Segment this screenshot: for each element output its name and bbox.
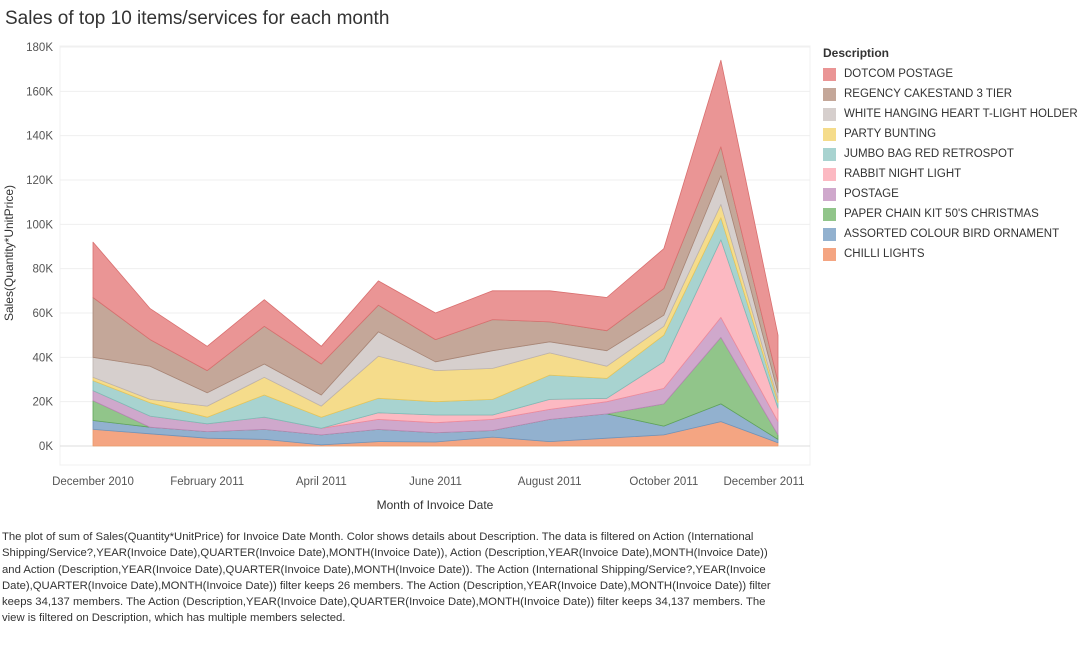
legend-item[interactable]: RABBIT NIGHT LIGHT bbox=[823, 164, 1081, 184]
y-tick-label: 40K bbox=[33, 352, 54, 364]
y-tick-label: 20K bbox=[33, 397, 54, 409]
y-tick-label: 0K bbox=[39, 441, 53, 453]
x-tick-label: December 2011 bbox=[724, 476, 805, 488]
legend: Description DOTCOM POSTAGE REGENCY CAKEST… bbox=[823, 46, 1081, 264]
chart-title: Sales of top 10 items/services for each … bbox=[5, 8, 390, 29]
x-tick-label: February 2011 bbox=[170, 476, 244, 488]
stacked-areas bbox=[92, 59, 779, 447]
legend-title: Description bbox=[823, 46, 890, 60]
y-tick-label: 100K bbox=[26, 219, 53, 231]
chart-caption: The plot of sum of Sales(Quantity*UnitPr… bbox=[2, 531, 771, 625]
legend-swatch bbox=[823, 107, 836, 121]
legend-swatch bbox=[823, 207, 836, 221]
x-tick-label: June 2011 bbox=[409, 476, 462, 488]
legend-item[interactable]: PARTY BUNTING bbox=[823, 124, 1081, 144]
y-tick-label: 80K bbox=[33, 264, 54, 276]
legend-swatch bbox=[823, 147, 836, 161]
legend-item[interactable]: POSTAGE bbox=[823, 184, 1081, 204]
legend-label: REGENCY CAKESTAND 3 TIER bbox=[844, 88, 1013, 100]
legend-swatch bbox=[823, 67, 836, 81]
y-tick-label: 60K bbox=[33, 308, 54, 320]
x-tick-label: October 2011 bbox=[629, 476, 698, 488]
area-chart: 0K 20K 40K 60K 80K 100K 120K 140K 160K 180K Decem… bbox=[2, 42, 811, 512]
x-tick-label: August 2011 bbox=[518, 476, 582, 488]
legend-label: RABBIT NIGHT LIGHT bbox=[844, 168, 962, 180]
legend-item[interactable]: DOTCOM POSTAGE bbox=[823, 64, 1081, 84]
area-series-dotcom-postage[interactable] bbox=[92, 59, 779, 383]
legend-swatch bbox=[823, 87, 836, 101]
legend-label: CHILLI LIGHTS bbox=[844, 248, 925, 260]
x-tick-label: April 2011 bbox=[296, 476, 347, 488]
legend-label: PARTY BUNTING bbox=[844, 128, 937, 140]
legend-label: ASSORTED COLOUR BIRD ORNAMENT bbox=[844, 228, 1060, 240]
legend-item[interactable]: ASSORTED COLOUR BIRD ORNAMENT bbox=[823, 224, 1081, 244]
legend-swatch bbox=[823, 227, 836, 241]
legend-item[interactable]: PAPER CHAIN KIT 50'S CHRISTMAS bbox=[823, 204, 1081, 224]
y-tick-label: 120K bbox=[26, 175, 53, 187]
legend-label: WHITE HANGING HEART T-LIGHT HOLDER bbox=[844, 108, 1078, 120]
y-tick-label: 180K bbox=[26, 42, 53, 54]
legend-swatch bbox=[823, 187, 836, 201]
plot-area-border bbox=[59, 45, 811, 466]
x-axis-title: Month of Invoice Date bbox=[377, 498, 494, 512]
legend-item[interactable]: REGENCY CAKESTAND 3 TIER bbox=[823, 84, 1081, 104]
legend-label: POSTAGE bbox=[844, 188, 899, 200]
y-tick-label: 160K bbox=[26, 86, 53, 98]
legend-label: DOTCOM POSTAGE bbox=[844, 68, 954, 80]
legend-label: PAPER CHAIN KIT 50'S CHRISTMAS bbox=[844, 208, 1039, 220]
legend-item[interactable]: JUMBO BAG RED RETROSPOT bbox=[823, 144, 1081, 164]
legend-swatch bbox=[823, 127, 836, 141]
y-tick-label: 140K bbox=[26, 131, 53, 143]
legend-item[interactable]: WHITE HANGING HEART T-LIGHT HOLDER bbox=[823, 104, 1081, 124]
y-axis: 0K 20K 40K 60K 80K 100K 120K 140K 160K 180K bbox=[26, 42, 53, 453]
legend-items: DOTCOM POSTAGE REGENCY CAKESTAND 3 TIER WH… bbox=[823, 64, 1081, 264]
y-axis-title: Sales(Quantity*UnitPrice) bbox=[2, 185, 16, 321]
legend-swatch bbox=[823, 247, 836, 261]
x-axis: December 2010 February 2011 April 2011 June… bbox=[52, 476, 804, 488]
legend-label: JUMBO BAG RED RETROSPOT bbox=[844, 148, 1014, 160]
legend-item[interactable]: CHILLI LIGHTS bbox=[823, 244, 1081, 264]
x-tick-label: December 2010 bbox=[52, 476, 134, 488]
legend-swatch bbox=[823, 167, 836, 181]
